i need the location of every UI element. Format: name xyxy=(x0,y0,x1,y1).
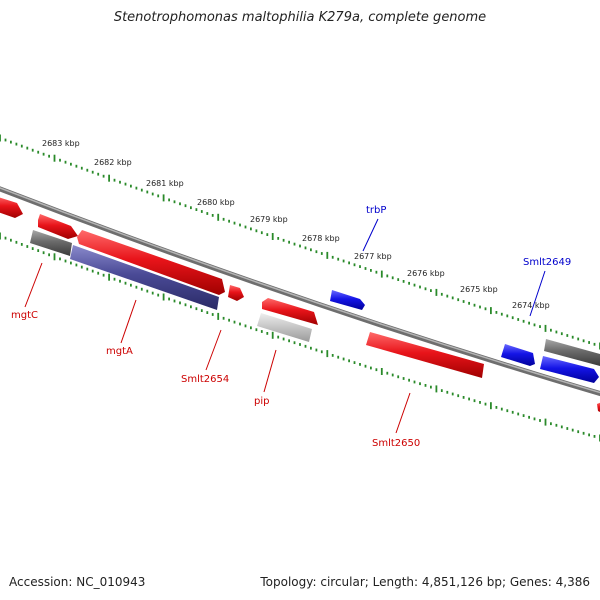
gene-label-mgtA[interactable]: mgtA xyxy=(106,346,133,357)
gene-label-mgtC[interactable]: mgtC xyxy=(11,310,38,321)
gene-feature[interactable] xyxy=(540,356,599,383)
scale-label: 2681 kbp xyxy=(146,179,184,188)
gene-feature[interactable] xyxy=(30,230,72,256)
outer-scale-ticks xyxy=(0,134,600,350)
reverse-strand-genes xyxy=(30,230,600,413)
gene-label-leaders xyxy=(24,218,546,434)
scale-label: 2676 kbp xyxy=(407,269,445,278)
gene-feature[interactable] xyxy=(228,285,244,301)
gene-label-smlt2654[interactable]: Smlt2654 xyxy=(181,374,229,385)
genome-backbone xyxy=(0,186,600,397)
scale-label: 2682 kbp xyxy=(94,158,132,167)
forward-strand-genes xyxy=(0,196,600,366)
gene-feature[interactable] xyxy=(544,339,600,366)
map-title: Stenotrophomonas maltophilia K279a, comp… xyxy=(113,10,487,25)
gene-label-smlt2649[interactable]: Smlt2649 xyxy=(523,257,571,268)
scale-label: 2679 kbp xyxy=(250,215,288,224)
leader-line xyxy=(395,392,411,434)
leader-line xyxy=(24,262,43,308)
gene-labels: mgtC mgtA Smlt2654 pip Smlt2650 trbP Sml… xyxy=(11,205,571,449)
accession-text: Accession: NC_010943 xyxy=(9,575,146,589)
gene-label-smlt2650[interactable]: Smlt2650 xyxy=(372,438,420,449)
leader-line xyxy=(120,299,137,344)
inner-scale-ticks xyxy=(0,232,600,442)
gene-feature[interactable] xyxy=(257,313,312,342)
leader-line xyxy=(362,218,379,252)
gene-feature[interactable] xyxy=(366,332,484,378)
gene-feature[interactable] xyxy=(262,298,318,325)
scale-labels: 2683 kbp 2682 kbp 2681 kbp 2680 kbp 2679… xyxy=(42,139,550,310)
gene-feature[interactable] xyxy=(330,290,365,310)
gene-feature[interactable] xyxy=(0,196,23,218)
gene-label-pip[interactable]: pip xyxy=(254,396,269,407)
scale-label: 2680 kbp xyxy=(197,198,235,207)
gene-feature[interactable] xyxy=(38,214,78,239)
genome-backbone-highlight xyxy=(0,187,600,394)
gene-label-trbP[interactable]: trbP xyxy=(366,205,386,216)
gene-feature[interactable] xyxy=(597,402,600,413)
gene-feature[interactable] xyxy=(77,230,225,295)
scale-label: 2674 kbp xyxy=(512,301,550,310)
scale-label: 2678 kbp xyxy=(302,234,340,243)
gene-feature[interactable] xyxy=(501,344,535,366)
scale-label: 2677 kbp xyxy=(354,252,392,261)
leader-line xyxy=(263,349,277,393)
scale-label: 2675 kbp xyxy=(460,285,498,294)
leader-line xyxy=(529,270,546,317)
topology-text: Topology: circular; Length: 4,851,126 bp… xyxy=(260,575,590,589)
leader-line xyxy=(205,329,222,371)
scale-label: 2683 kbp xyxy=(42,139,80,148)
gene-feature[interactable] xyxy=(70,245,219,310)
